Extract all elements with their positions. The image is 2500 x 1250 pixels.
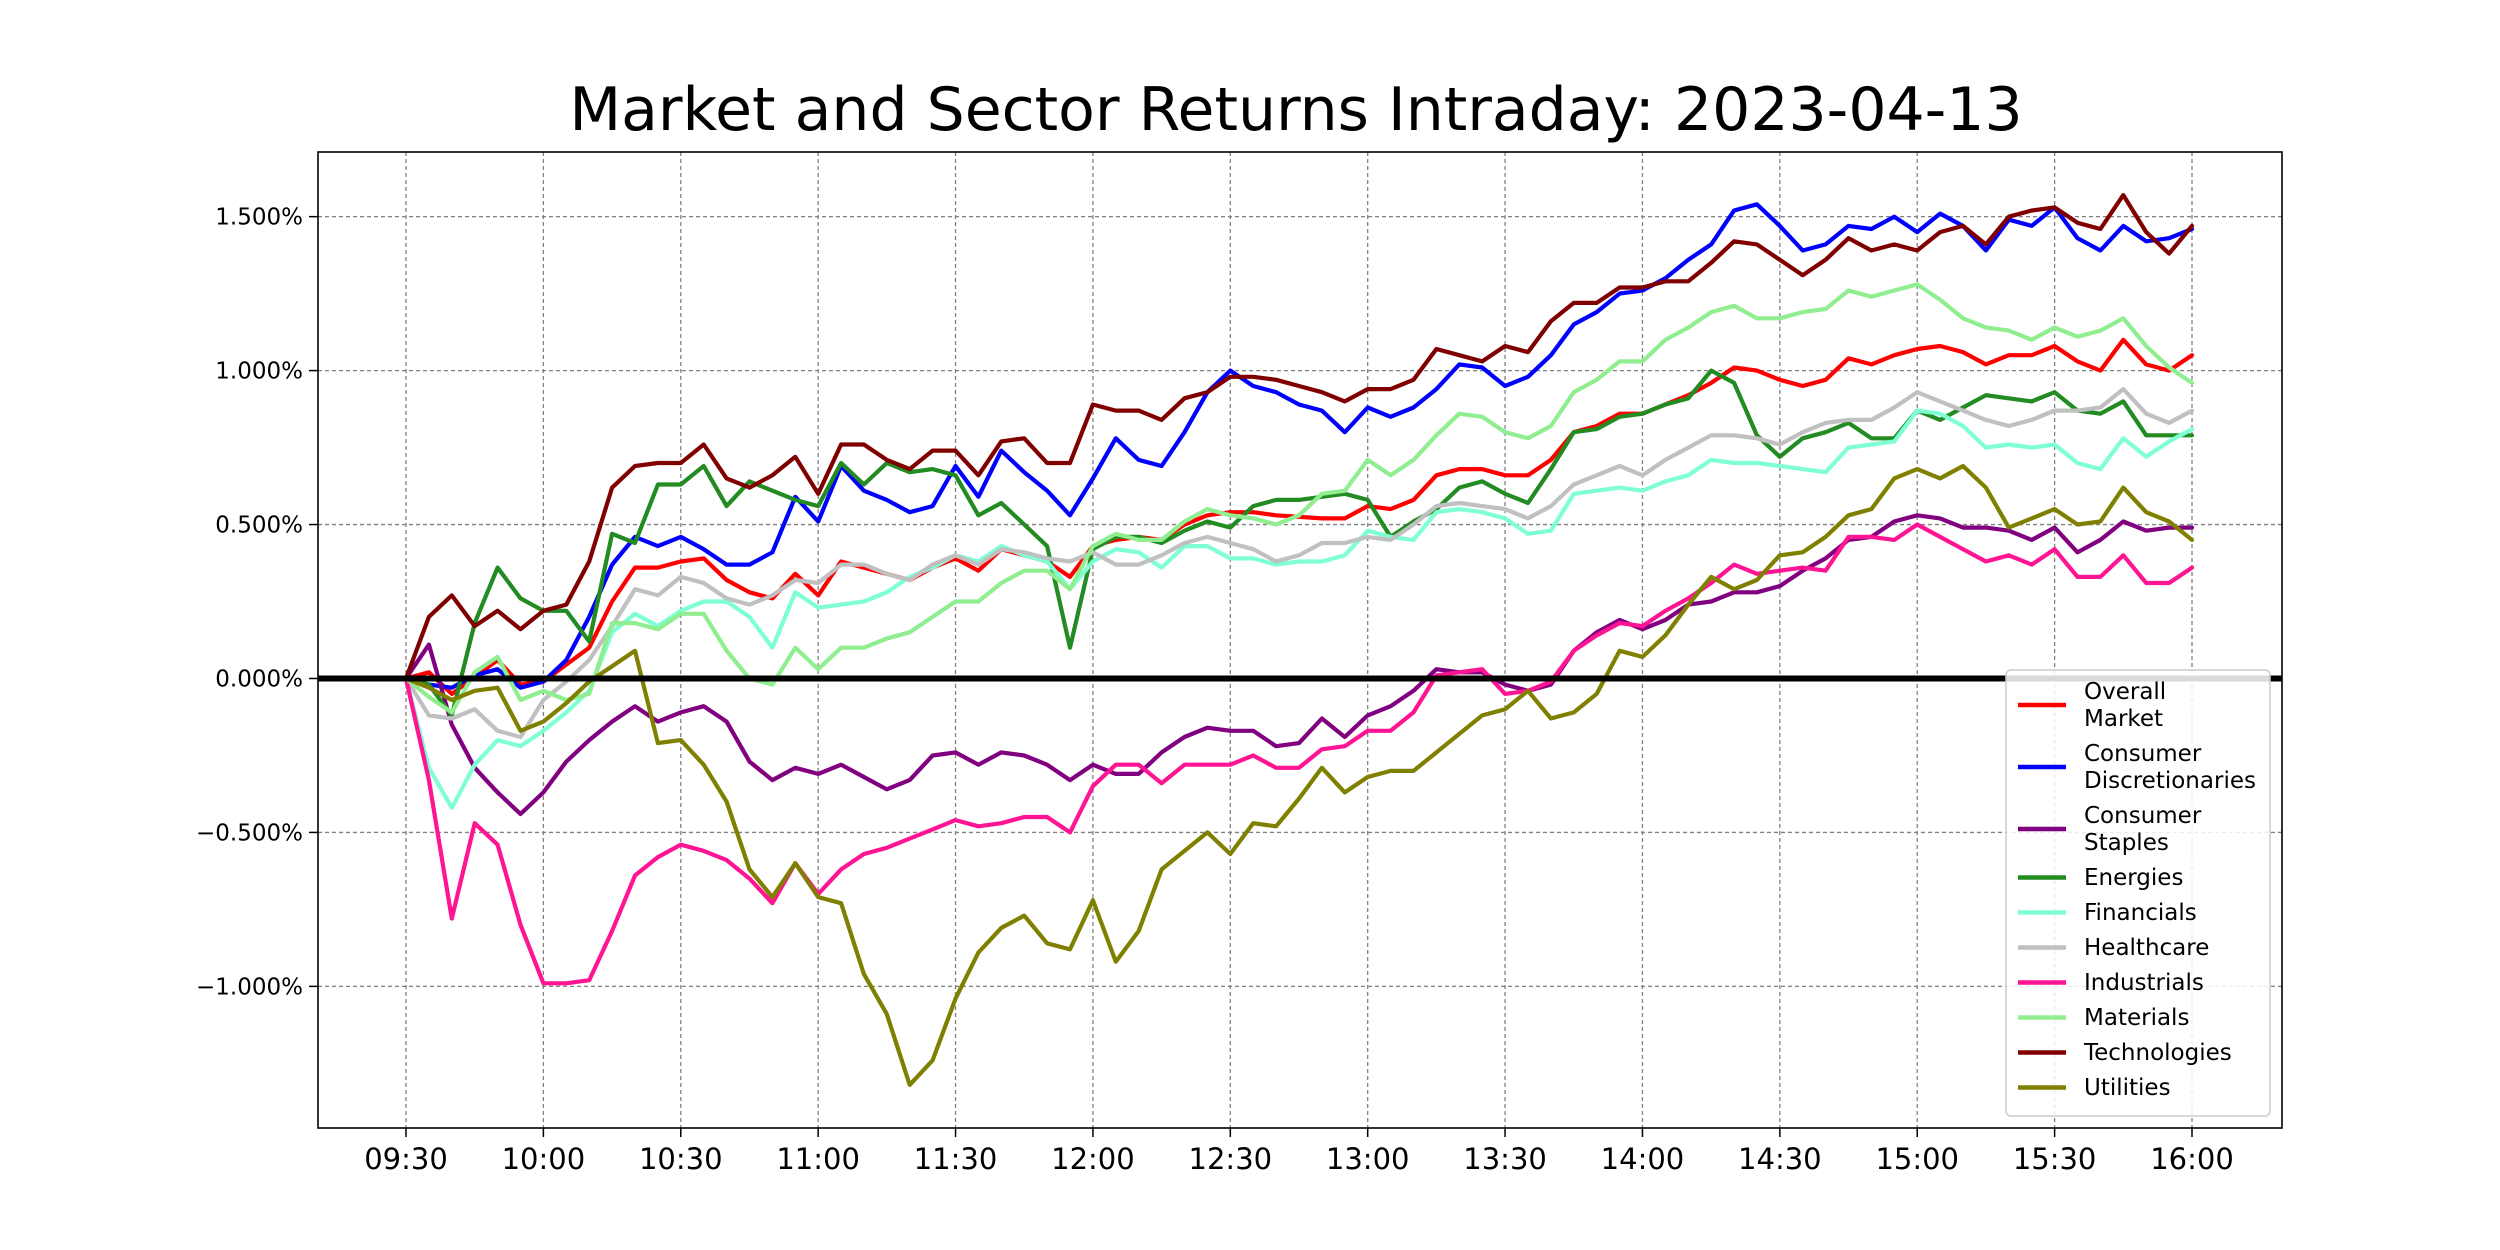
legend-label: Discretionaries: [2084, 768, 2256, 794]
x-tick-label: 11:00: [776, 1142, 860, 1176]
x-tick-label: 15:30: [2013, 1142, 2097, 1176]
x-tick-label: 13:00: [1326, 1142, 1410, 1176]
y-tick-label: 0.500%: [215, 513, 303, 539]
x-tick-label: 10:30: [639, 1142, 723, 1176]
chart-title: Market and Sector Returns Intraday: 2023…: [569, 75, 2022, 145]
y-tick-label: 1.000%: [215, 359, 303, 385]
legend-label: Consumer: [2084, 803, 2202, 829]
legend-label: Technologies: [2083, 1040, 2232, 1066]
legend-label: Materials: [2084, 1005, 2189, 1031]
y-tick-label: 1.500%: [215, 205, 303, 231]
legend-label: Utilities: [2084, 1075, 2171, 1101]
x-tick-label: 16:00: [2150, 1142, 2234, 1176]
y-tick-label: 0.000%: [215, 666, 303, 692]
x-tick-label: 14:30: [1738, 1142, 1822, 1176]
x-tick-label: 13:30: [1463, 1142, 1547, 1176]
series-line-industrials: [403, 522, 2195, 986]
series-line-financials: [403, 408, 2195, 810]
x-tick-label: 11:30: [914, 1142, 998, 1176]
legend-box: [2005, 669, 2271, 1117]
grid: [318, 152, 2282, 1128]
legend: OverallMarketConsumerDiscretionariesCons…: [2005, 669, 2271, 1117]
y-tick-label: −0.500%: [196, 820, 303, 846]
x-tick-label: 14:00: [1601, 1142, 1685, 1176]
series-line-materials: [403, 282, 2195, 715]
series-line-overall-market: [403, 337, 2195, 697]
series-line-consumer-discretionaries: [403, 202, 2195, 690]
x-tick-label: 12:00: [1051, 1142, 1135, 1176]
legend-label: Market: [2084, 706, 2163, 732]
x-axis-ticks: 09:30 10:00 10:30 11:00 11:30 12:00 12:30 13:00…: [364, 1128, 2234, 1176]
y-tick-label: −1.000%: [196, 974, 303, 1000]
x-tick-label: 15:00: [1875, 1142, 1959, 1176]
series-line-utilities: [403, 463, 2195, 1088]
legend-label: Energies: [2084, 865, 2183, 891]
series-line-consumer-staples: [403, 513, 2195, 817]
legend-label: Staples: [2084, 830, 2169, 856]
series-line-healthcare: [403, 387, 2195, 740]
series-lines: [403, 193, 2195, 1088]
x-tick-label: 09:30: [364, 1142, 448, 1176]
x-tick-label: 12:30: [1189, 1142, 1273, 1176]
y-axis-ticks: −1.000% −0.500% 0.000% 0.500% 1.000% 1.500%: [196, 205, 318, 1000]
legend-label: Financials: [2084, 900, 2197, 926]
series-line-technologies: [403, 193, 2195, 681]
x-tick-label: 10:00: [502, 1142, 586, 1176]
legend-label: Industrials: [2084, 970, 2204, 996]
legend-label: Overall: [2084, 679, 2166, 705]
legend-label: Healthcare: [2084, 935, 2209, 961]
legend-label: Consumer: [2084, 741, 2202, 767]
series-line-energies: [403, 368, 2195, 718]
plot-frame: [317, 151, 2283, 1129]
